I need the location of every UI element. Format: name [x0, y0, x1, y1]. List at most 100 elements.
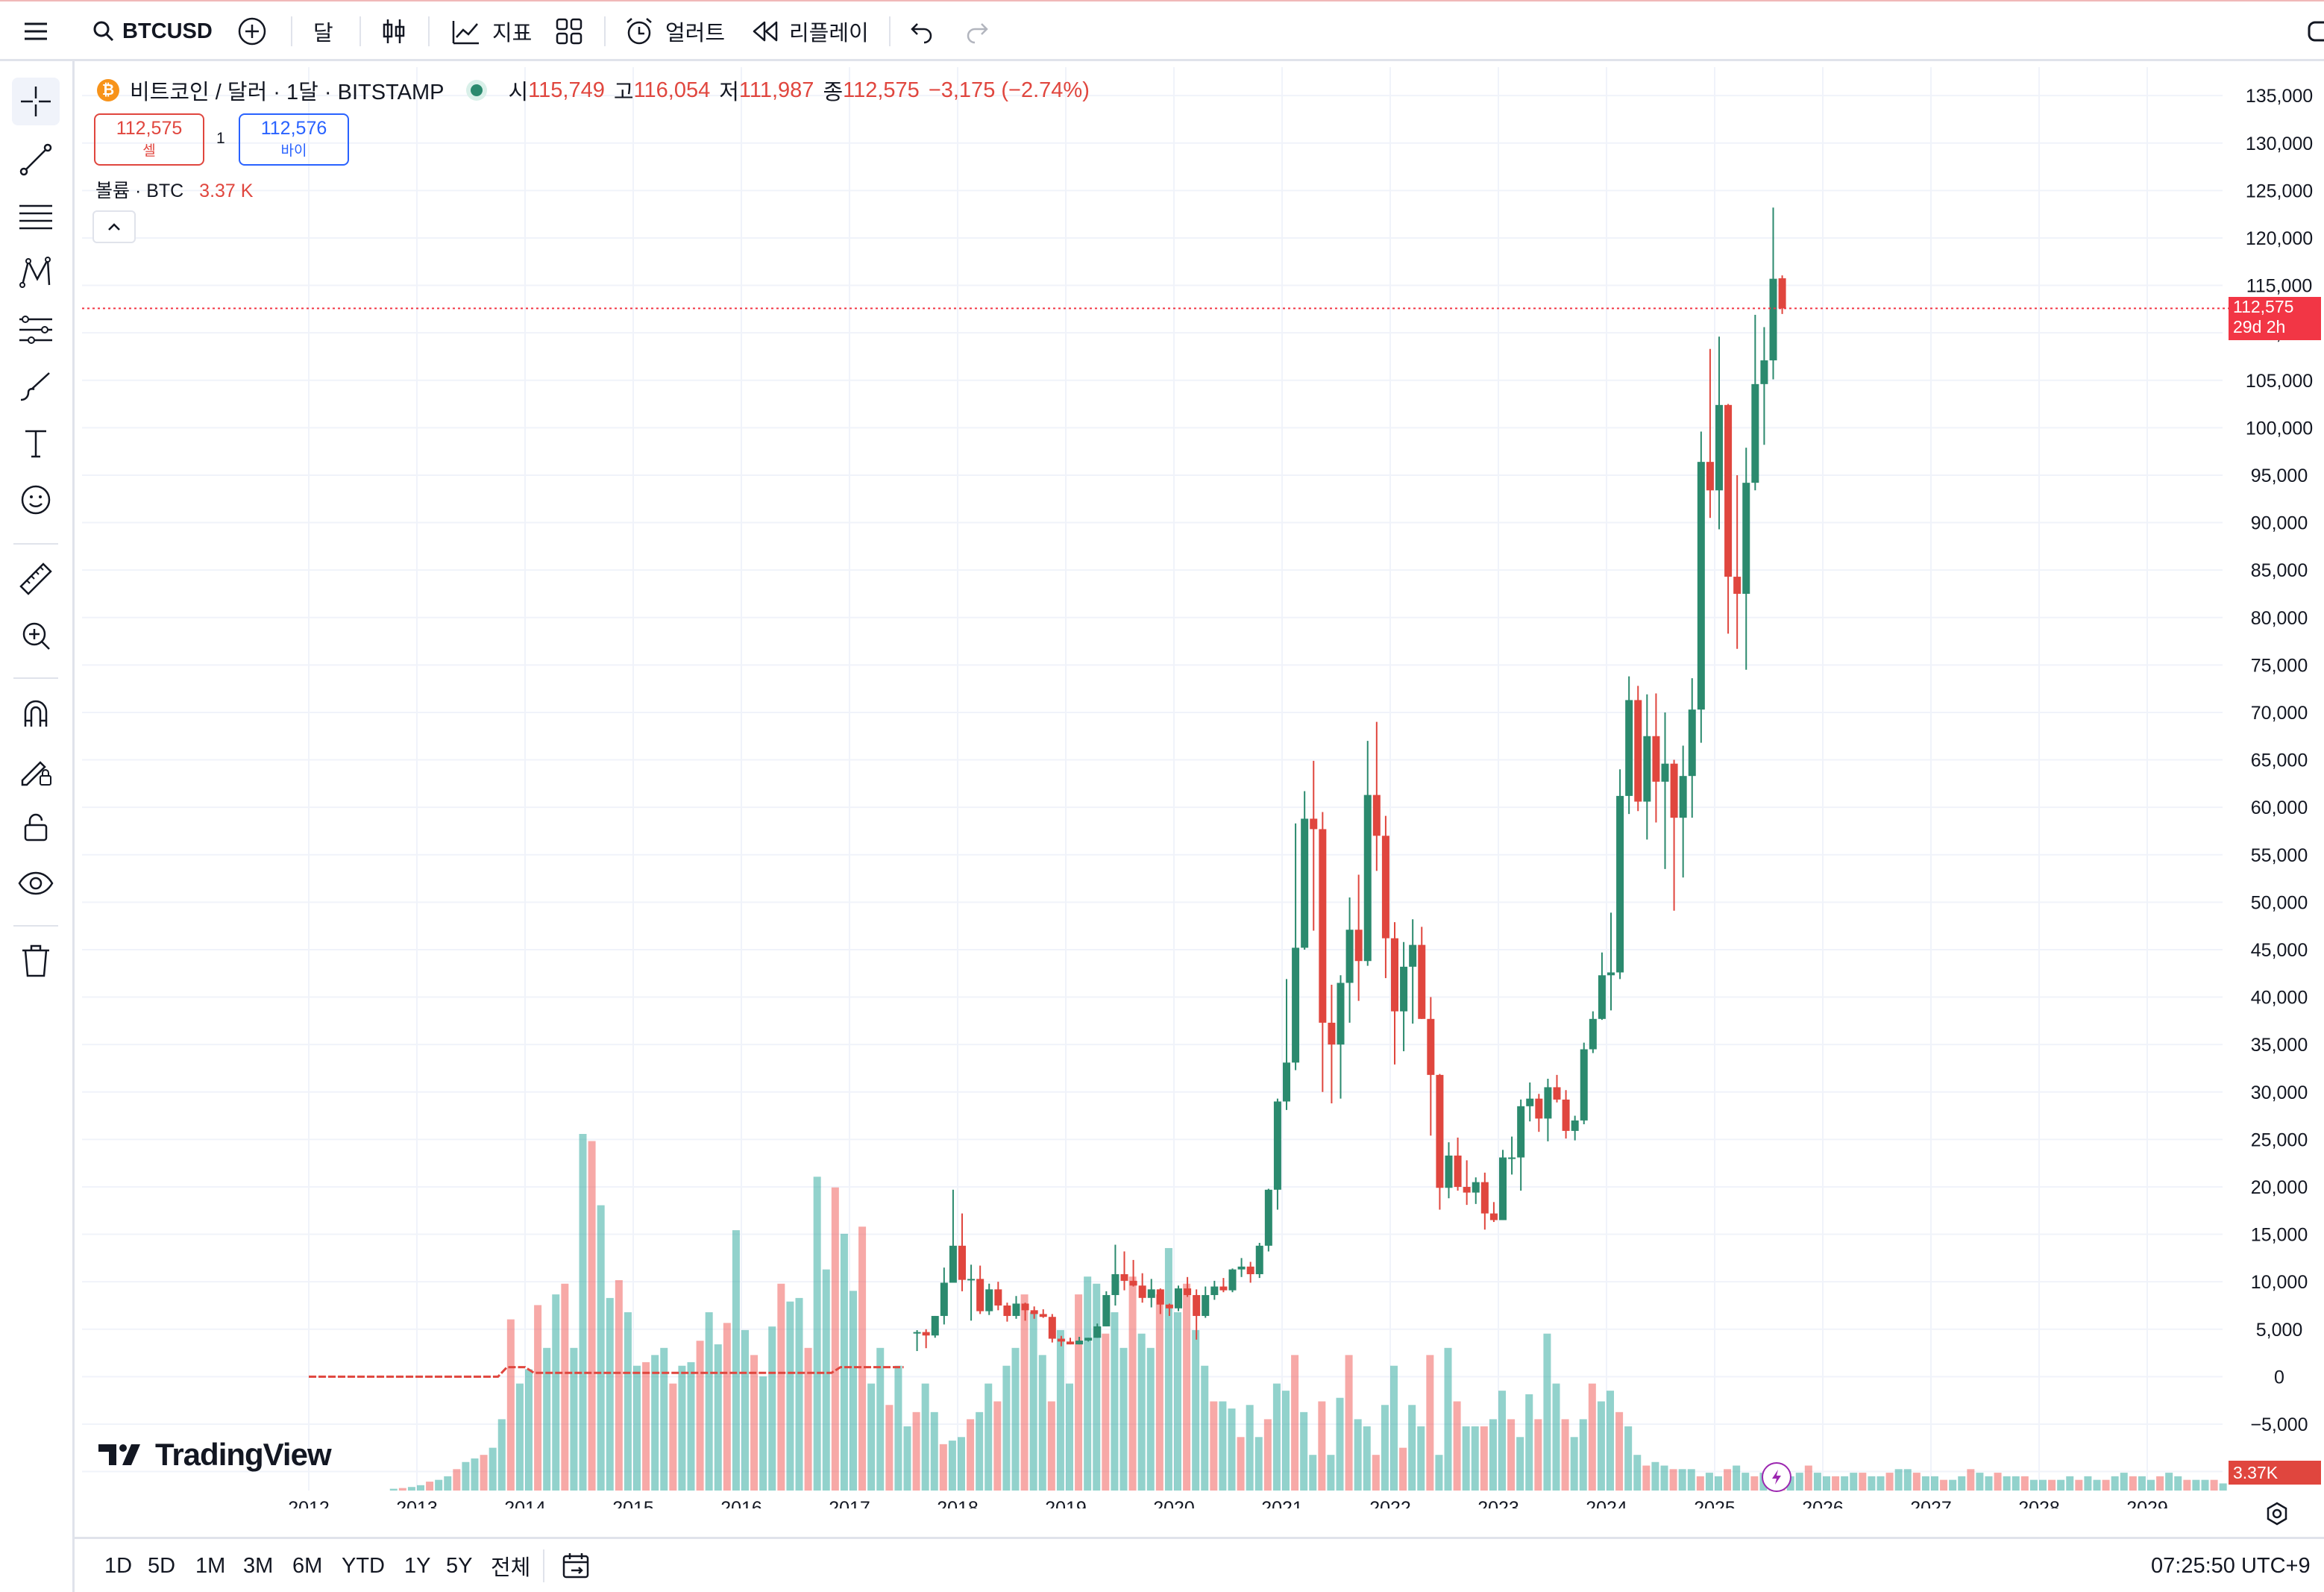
settings-icon[interactable]: [2264, 1501, 2290, 1526]
interval-button[interactable]: 달: [313, 22, 333, 46]
candle-body: [1688, 709, 1696, 777]
volume-bar: [389, 1488, 398, 1491]
y-tick-label: 20,000: [2251, 1177, 2308, 1198]
volume-bar: [948, 1441, 956, 1491]
volume-bar: [1912, 1473, 1921, 1491]
range-3M[interactable]: 3M: [243, 1553, 274, 1578]
volume-bar: [1525, 1394, 1533, 1491]
lightning-icon[interactable]: [1762, 1462, 1791, 1492]
redo-icon[interactable]: [964, 1, 990, 61]
volume-bar: [660, 1347, 668, 1491]
volume-bar: [723, 1323, 731, 1491]
emoji-icon[interactable]: [12, 476, 60, 524]
magnet-icon[interactable]: [12, 689, 60, 737]
x-tick-label: 2020: [1153, 1498, 1195, 1508]
volume-bar: [471, 1458, 479, 1491]
go-to-date-icon[interactable]: [561, 1545, 591, 1587]
crosshair-icon[interactable]: [12, 78, 60, 125]
symbol-search[interactable]: BTCUSD: [91, 1, 213, 61]
candle-body: [1724, 404, 1733, 577]
range-YTD[interactable]: YTD: [342, 1553, 385, 1578]
volume-bar: [2039, 1479, 2047, 1491]
range-1Y[interactable]: 1Y: [404, 1553, 431, 1578]
text-icon[interactable]: [12, 419, 60, 467]
chart-grid: [82, 67, 2223, 1491]
volume-bar: [750, 1355, 759, 1491]
brush-icon[interactable]: [12, 363, 60, 410]
y-tick-label: 10,000: [2251, 1272, 2308, 1293]
range-5Y[interactable]: 5Y: [446, 1553, 473, 1578]
range-1M[interactable]: 1M: [195, 1553, 226, 1578]
candle-body: [1021, 1303, 1029, 1311]
indicators-icon: [452, 21, 479, 45]
y-tick-label: 90,000: [2251, 513, 2308, 534]
volume-bar: [1066, 1383, 1073, 1491]
indicators-button[interactable]: 지표: [450, 1, 532, 61]
candle-body: [1427, 1018, 1435, 1075]
high-value: 116,054: [633, 78, 711, 102]
volume-bar: [2029, 1479, 2038, 1491]
clock-timezone[interactable]: 07:25:50 UTC+9: [2151, 1553, 2311, 1578]
range-5D[interactable]: 5D: [148, 1553, 176, 1578]
volume-bar: [615, 1279, 623, 1491]
volume-bar: [1850, 1473, 1858, 1491]
ruler-icon[interactable]: [12, 555, 60, 603]
y-tick-label: 30,000: [2251, 1082, 2308, 1103]
eye-icon[interactable]: [12, 859, 60, 907]
candle-body: [1292, 947, 1300, 1063]
candle-body: [967, 1279, 976, 1281]
range-6M[interactable]: 6M: [292, 1553, 323, 1578]
volume-bar: [1489, 1419, 1497, 1491]
compare-add-icon[interactable]: [236, 1, 268, 61]
volume-bar: [1272, 1383, 1281, 1491]
toolbar-divider: [13, 925, 58, 927]
volume-bar: [2003, 1476, 2011, 1491]
chevron-up-icon: [108, 223, 120, 231]
volume-bar: [1408, 1405, 1416, 1491]
y-tick-label: 60,000: [2251, 797, 2308, 818]
y-tick-label: 50,000: [2251, 892, 2308, 913]
range-전체[interactable]: 전체: [491, 1556, 531, 1580]
fullscreen-icon[interactable]: [2306, 1, 2324, 61]
lock-icon[interactable]: [12, 803, 60, 850]
candle-body: [1409, 944, 1417, 967]
replay-button[interactable]: 리플레이: [750, 1, 869, 61]
x-tick-label: 2012: [288, 1498, 330, 1508]
toolbar-divider: [13, 677, 58, 679]
candle-body: [913, 1332, 921, 1334]
volume-bar: [2210, 1479, 2218, 1491]
candle-body: [1751, 383, 1759, 483]
volume-bar: [2093, 1479, 2101, 1491]
volume-bar: [1453, 1401, 1461, 1491]
symbol-title[interactable]: 비트코인 / 달러 · 1달 · BITSTAMP: [130, 81, 445, 104]
pattern-icon[interactable]: [12, 249, 60, 297]
volume-bar: [2011, 1476, 2020, 1491]
volume-bar: [1327, 1455, 1335, 1491]
high-label: 고: [613, 81, 634, 104]
buy-button[interactable]: 112,576 바이: [239, 113, 349, 166]
undo-icon[interactable]: [908, 1, 935, 61]
trash-icon[interactable]: [12, 937, 60, 985]
volume-bar: [1318, 1401, 1326, 1491]
price-chart[interactable]: 135,000 130,000 125,000 120,000 115,000 1 10,0…: [75, 61, 2324, 1508]
volume-bar: [976, 1411, 984, 1491]
candle-body: [958, 1245, 966, 1280]
sell-button[interactable]: 112,575 셀: [94, 113, 204, 166]
volume-bar: [1903, 1469, 1912, 1491]
zoom-in-icon[interactable]: [12, 612, 60, 659]
volume-bar: [1309, 1455, 1317, 1491]
trend-line-icon[interactable]: [12, 136, 60, 184]
volume-bar: [1192, 1329, 1200, 1491]
lock-drawings-icon[interactable]: [12, 746, 60, 794]
replay-icon: [753, 21, 778, 42]
menu-icon[interactable]: [21, 1, 51, 61]
collapse-legend-button[interactable]: [92, 210, 136, 243]
range-1D[interactable]: 1D: [104, 1553, 133, 1578]
layouts-grid-icon[interactable]: [555, 1, 583, 61]
candle-type-icon[interactable]: [379, 1, 409, 61]
alert-button[interactable]: 얼러트: [624, 1, 725, 61]
y-tick-label: 95,000: [2251, 466, 2308, 486]
volume-bar: [732, 1230, 740, 1491]
fib-retracement-icon[interactable]: [12, 192, 60, 240]
forecast-icon[interactable]: [12, 306, 60, 354]
